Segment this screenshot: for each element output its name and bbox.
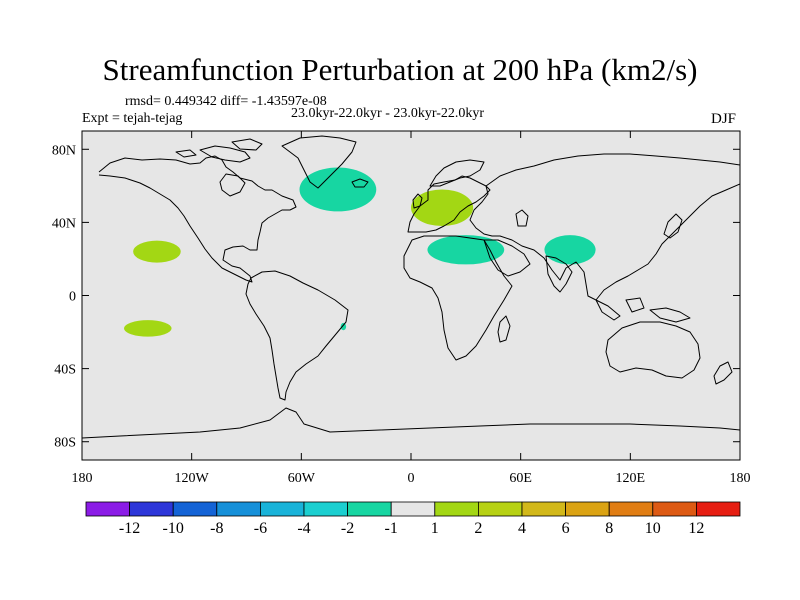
colorbar-label: 10 xyxy=(645,520,661,537)
lat-tick-label: 40N xyxy=(52,216,76,231)
anomaly-east-pacific-north xyxy=(133,240,181,263)
colorbar-swatch-8 xyxy=(434,501,479,517)
colorbar-label: -1 xyxy=(385,520,398,537)
anomaly-south-asia xyxy=(544,235,596,265)
colorbar-swatch-13 xyxy=(652,501,697,517)
colorbar-swatch-7 xyxy=(390,501,436,517)
coastlines xyxy=(82,135,740,439)
colorbar-label: 4 xyxy=(518,520,526,537)
colorbar-label: 2 xyxy=(474,520,482,537)
coastline-madagascar xyxy=(497,315,511,343)
coastline-scandinavia xyxy=(429,159,485,187)
colorbar-swatch-0 xyxy=(85,501,130,517)
anomaly-brazil-coast xyxy=(340,322,347,331)
coastline-india xyxy=(545,255,573,293)
rmsd-label: rmsd= 0.449342 diff= -1.43597e-08 xyxy=(125,94,327,109)
map-title: Streamfunction Perturbation at 200 hPa (… xyxy=(102,52,698,87)
coastline-iceland xyxy=(351,178,369,188)
lon-tick-label: 60E xyxy=(509,471,532,486)
coastline-hudson-bay xyxy=(219,173,246,197)
colorbar-label: -4 xyxy=(297,520,310,537)
colorbar-label: 6 xyxy=(562,520,570,537)
coastline-arabia xyxy=(483,239,531,277)
anomaly-north-atlantic xyxy=(299,167,377,212)
colorbar-swatch-4 xyxy=(259,501,305,517)
map-background xyxy=(82,131,740,460)
colorbar-swatch-1 xyxy=(129,501,174,517)
coastline-japan xyxy=(663,213,683,239)
coastline-asia xyxy=(469,153,740,301)
colorbar-label: -10 xyxy=(163,520,184,537)
colorbar-swatch-5 xyxy=(303,501,348,517)
anomaly-south-pacific xyxy=(124,320,172,337)
coastline-greenland xyxy=(281,135,357,189)
colorbar-swatch-2 xyxy=(172,501,218,517)
lat-tick-label: 40S xyxy=(54,363,76,378)
colorbar-label: 8 xyxy=(605,520,613,537)
coastline-new-zealand xyxy=(713,361,733,385)
lon-tick-label: 120E xyxy=(616,471,646,486)
colorbar-label: -6 xyxy=(254,520,267,537)
colorbar: -12 -10 -8 -6 -4 -2 -1 1 2 4 6 8 10 12 xyxy=(85,501,741,537)
axis-ticks: 80N 40N 0 40S 80S 180 120W 60W 0 60E 120E 180 xyxy=(52,131,751,486)
coastline-caspian xyxy=(515,209,529,227)
colorbar-swatch-10 xyxy=(521,501,566,517)
coastline-africa xyxy=(403,235,513,361)
coastline-north-america xyxy=(98,155,297,283)
colorbar-swatch-9 xyxy=(477,501,523,517)
lon-tick-label: 180 xyxy=(730,471,751,486)
colorbar-swatch-11 xyxy=(565,501,610,517)
anomaly-europe xyxy=(411,189,474,227)
colorbar-label: 1 xyxy=(431,520,439,537)
colorbar-swatch-3 xyxy=(216,501,261,517)
colorbar-label: -12 xyxy=(119,520,140,537)
lat-tick-label: 80S xyxy=(54,436,76,451)
coastline-australia xyxy=(605,321,701,379)
lon-tick-label: 60W xyxy=(288,471,316,486)
lat-tick-label: 0 xyxy=(69,290,76,305)
lat-tick-label: 80N xyxy=(52,143,76,158)
colorbar-label: 12 xyxy=(688,520,704,537)
coastline-europe xyxy=(407,175,491,233)
lon-tick-label: 0 xyxy=(408,471,415,486)
coastline-britain xyxy=(412,193,423,209)
period-label: 23.0kyr-22.0kyr - 23.0kyr-22.0kyr xyxy=(291,106,485,121)
colorbar-swatch-6 xyxy=(347,501,392,517)
experiment-label: Expt = tejah-tejag xyxy=(82,111,183,126)
season-label: DJF xyxy=(711,111,737,127)
lon-tick-label: 120W xyxy=(175,471,210,486)
colorbar-label: -2 xyxy=(341,520,354,537)
colorbar-swatch-12 xyxy=(608,501,654,517)
coastline-indonesia xyxy=(595,297,691,323)
coastline-antarctica xyxy=(82,407,740,439)
colorbar-label: -8 xyxy=(210,520,223,537)
colorbar-swatch-14 xyxy=(696,501,741,517)
lon-tick-label: 180 xyxy=(72,471,93,486)
coastline-south-america xyxy=(245,270,349,401)
coastline-arctic-islands xyxy=(175,138,263,163)
